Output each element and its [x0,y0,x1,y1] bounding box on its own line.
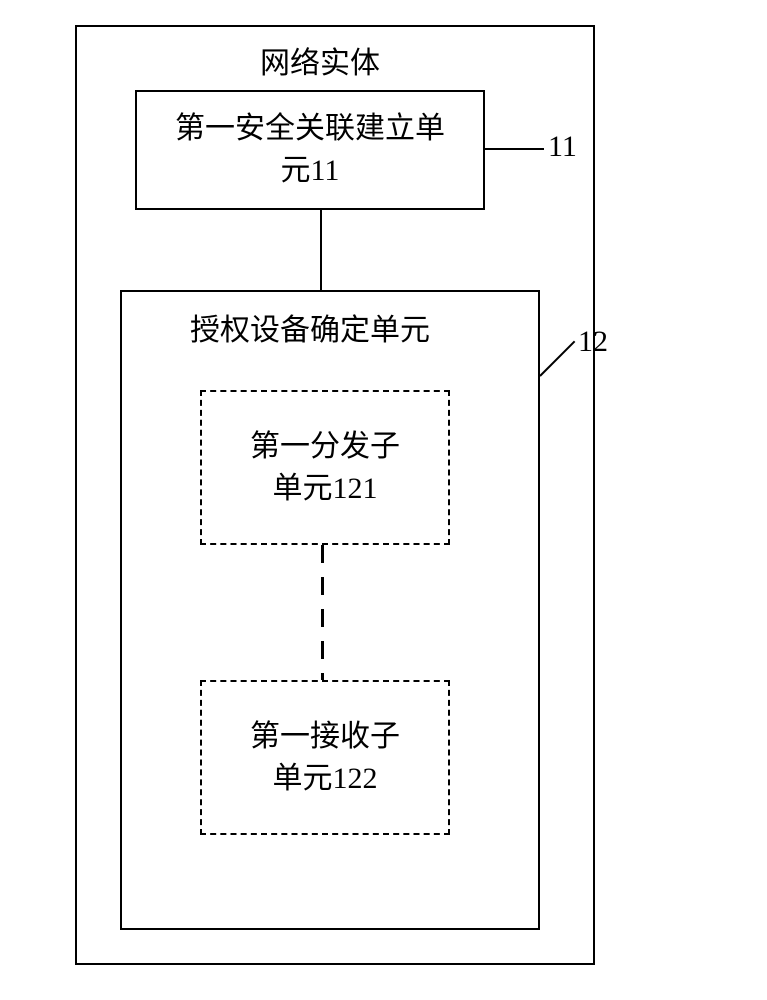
box-12-title: 授权设备确定单元 [190,305,430,349]
box-11-label: 第一安全关联建立单 元11 [175,108,445,192]
box-unit-11: 第一安全关联建立单 元11 [135,90,485,210]
lead-line-11 [485,148,544,150]
box-121-label: 第一分发子 单元121 [250,426,400,510]
box-subunit-122: 第一接收子 单元122 [200,680,450,835]
ref-label-11: 11 [548,130,577,164]
connector-11-12 [320,210,322,290]
box-subunit-121: 第一分发子 单元121 [200,390,450,545]
ref-label-12: 12 [578,325,608,359]
box-122-label: 第一接收子 单元122 [250,716,400,800]
diagram-title: 网络实体 [260,38,380,82]
